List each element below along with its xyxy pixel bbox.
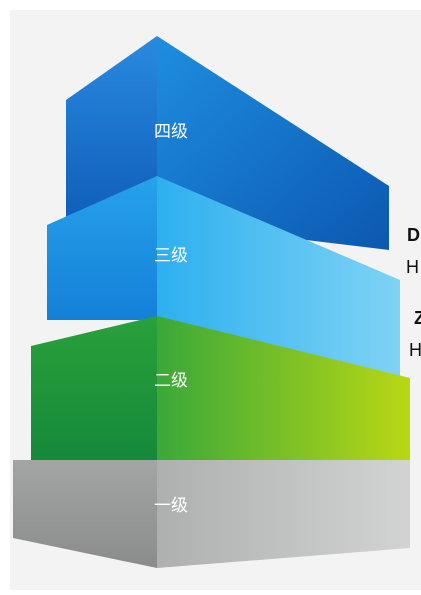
side-text-2: H [406,257,419,277]
block-level-4 [66,36,389,250]
side-text-1: D [407,225,420,245]
block-level-4-front [66,36,157,222]
block-level-2 [31,316,410,462]
block-level-1-front [13,460,157,568]
block-level-1-side [157,460,410,568]
block-level-3-front [47,176,157,320]
level-2-label: 二级 [154,371,188,391]
block-level-2-front [31,316,157,460]
block-level-3 [47,176,400,380]
block-level-1 [13,460,410,568]
block-level-3-side [157,176,400,380]
block-level-2-side [157,316,410,462]
block-level-4-side [157,36,389,250]
side-text-4: H [409,340,421,360]
level-4-label: 四级 [154,122,188,142]
side-text-3: Z [414,308,421,328]
level-3-label: 三级 [154,246,188,266]
level-1-label: 一级 [154,496,188,516]
